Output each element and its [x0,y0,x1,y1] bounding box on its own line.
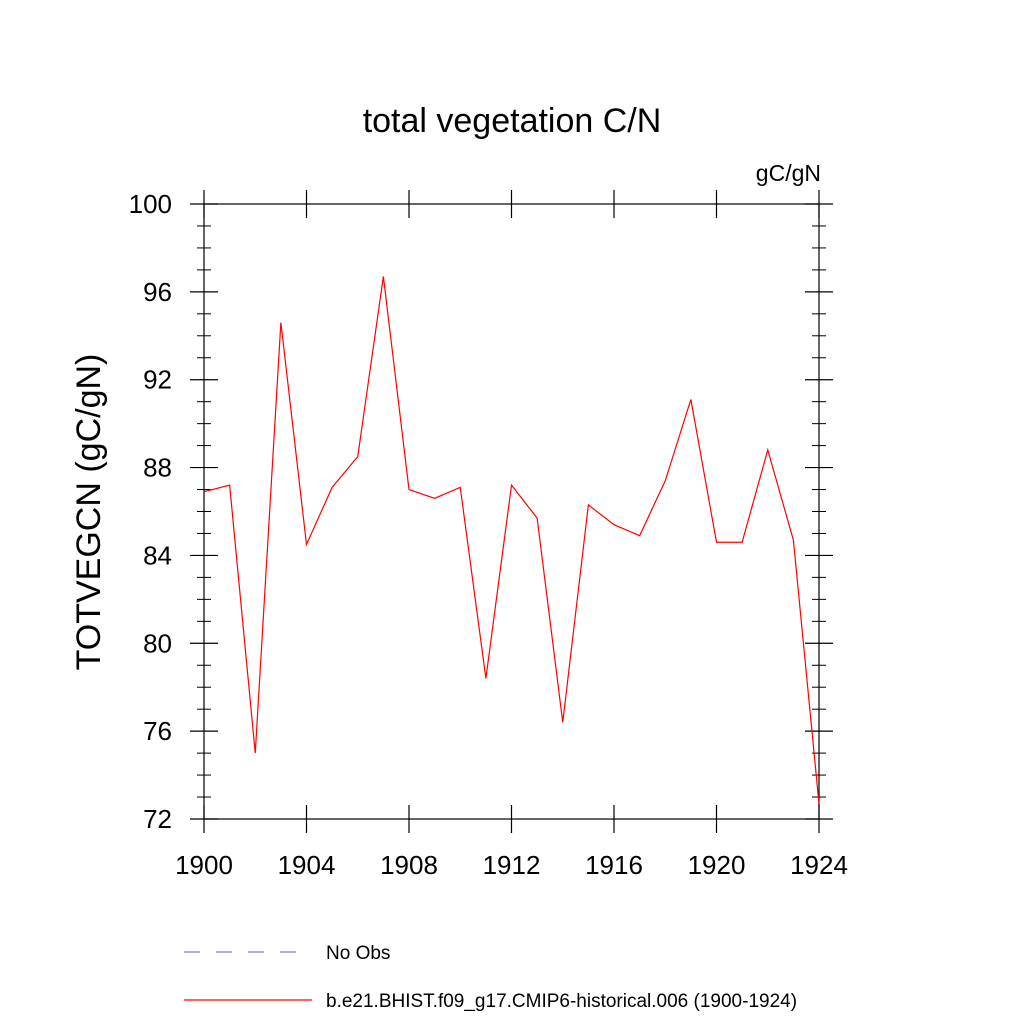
y-axis-label: TOTVEGCN (gC/gN) [70,354,108,671]
units-label: gC/gN [756,160,821,186]
y-tick-label: 80 [143,628,172,658]
data-point [255,753,256,754]
x-tick-label: 1920 [688,850,746,880]
legend: No Obs b.e21.BHIST.f09_g17.CMIP6-historic… [184,943,797,1012]
y-tick-label: 84 [143,540,172,570]
plot-frame [203,203,820,820]
data-point [306,544,307,545]
series-line [203,276,820,804]
x-tick-label: 1900 [175,850,233,880]
legend-label: No Obs [326,943,390,964]
data-series [203,276,820,804]
data-point [332,487,333,488]
data-point [818,803,819,804]
chart-title: total vegetation C/N [363,102,662,140]
data-point [408,489,409,490]
data-point [742,542,743,543]
data-point [562,722,563,723]
data-point [639,535,640,536]
y-tick-label: 92 [143,365,172,395]
data-point [613,524,614,525]
data-point [767,449,768,450]
data-point [511,485,512,486]
data-point [588,504,589,505]
data-point [690,399,691,400]
legend-label: b.e21.BHIST.f09_g17.CMIP6-historical.006… [326,991,797,1012]
data-point [229,485,230,486]
y-tick-label: 100 [129,189,172,219]
y-tick-label: 96 [143,277,172,307]
y-tick-label: 88 [143,453,172,483]
data-point [793,539,794,540]
data-point [434,498,435,499]
data-point [485,678,486,679]
y-tick-label: 76 [143,716,172,746]
data-point [280,322,281,323]
data-point [203,491,204,492]
data-point [383,276,384,277]
y-tick-label: 72 [143,804,172,834]
x-tick-label: 1904 [278,850,336,880]
data-point [537,517,538,518]
data-point [460,487,461,488]
tick-labels: 1900 1904 1908 1912 1916 1920 1924 72 76 80 84 88 92… [129,189,848,880]
x-tick-label: 1916 [585,850,643,880]
axis-ticks [190,190,833,833]
data-point [716,542,717,543]
data-point [665,480,666,481]
x-tick-label: 1912 [483,850,541,880]
data-point [357,456,358,457]
x-tick-label: 1924 [790,850,848,880]
x-tick-label: 1908 [380,850,438,880]
